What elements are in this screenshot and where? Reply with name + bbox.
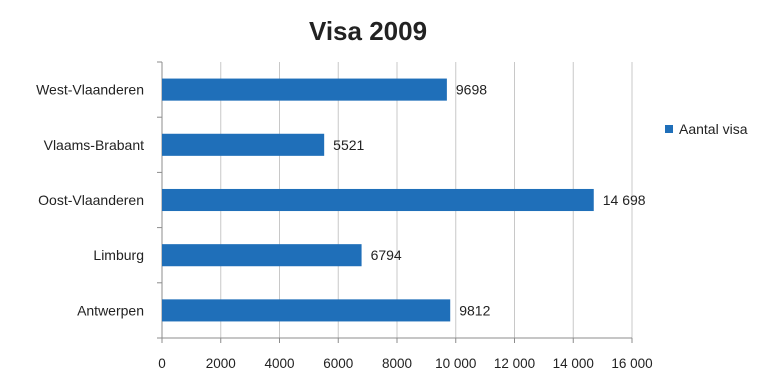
labels: 0 2000 4000 6000 8000 10 000 12 000 14 000 16 00…	[36, 82, 653, 371]
bars	[162, 78, 594, 322]
bar	[162, 133, 325, 156]
category-label: Limburg	[93, 247, 144, 263]
x-tick-label: 4000	[264, 356, 294, 371]
x-tick-label: 10 000	[435, 356, 476, 371]
bar	[162, 299, 451, 322]
chart-title: Visa 2009	[309, 16, 427, 46]
category-label: Vlaams-Brabant	[44, 137, 144, 153]
x-tick-label: 16 000	[611, 356, 652, 371]
x-tick-label: 14 000	[553, 356, 594, 371]
x-tick-label: 12 000	[494, 356, 535, 371]
bar	[162, 244, 362, 267]
x-tick-label: 2000	[206, 356, 236, 371]
category-label: Oost-Vlaanderen	[38, 192, 144, 208]
legend-label: Aantal visa	[679, 121, 748, 137]
data-label: 5521	[333, 137, 364, 153]
category-label: West-Vlaanderen	[36, 82, 144, 98]
data-label: 6794	[371, 247, 402, 263]
legend: Aantal visa	[665, 121, 748, 137]
data-label: 9812	[459, 302, 490, 318]
x-tick-label: 8000	[382, 356, 412, 371]
bar	[162, 188, 594, 212]
x-tick-label: 0	[158, 356, 166, 371]
bar	[162, 78, 447, 101]
category-label: Antwerpen	[77, 302, 144, 318]
data-label: 14 698	[603, 192, 646, 208]
x-tick-label: 6000	[323, 356, 353, 371]
data-label: 9698	[456, 82, 487, 98]
legend-swatch	[665, 125, 673, 133]
